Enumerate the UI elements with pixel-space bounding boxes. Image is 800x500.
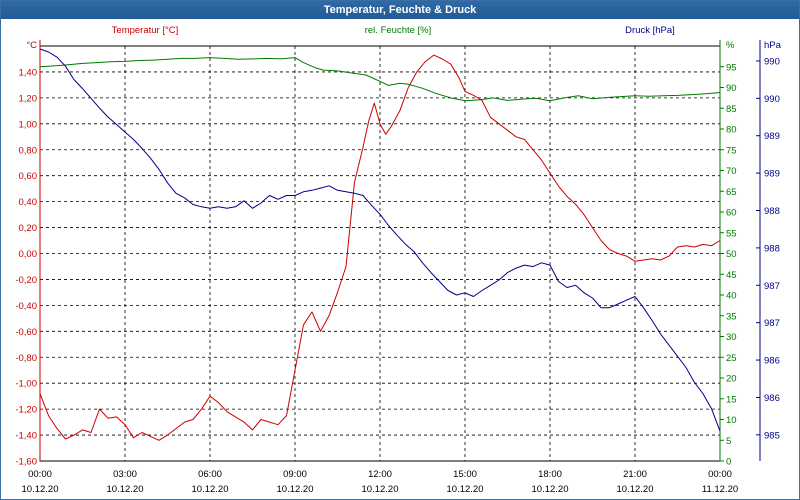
- pressure-tick-label: 988: [764, 206, 780, 217]
- humidity-tick-label: 15: [726, 394, 737, 405]
- pressure-series-line: [39, 48, 721, 432]
- pressure-tick-label: 985: [764, 430, 780, 441]
- x-tick-date: 10.12.20: [192, 484, 229, 495]
- temp-tick-label: 1,00: [19, 119, 38, 130]
- x-tick-time: 09:00: [283, 469, 307, 480]
- pressure-unit-label: hPa: [764, 40, 782, 51]
- pressure-tick-label: 989: [764, 131, 780, 142]
- x-tick-time: 18:00: [538, 469, 562, 480]
- x-tick-date: 10.12.20: [22, 484, 59, 495]
- temp-tick-label: -1,20: [15, 405, 37, 416]
- temp-tick-label: -0,80: [15, 353, 37, 364]
- x-tick-time: 03:00: [113, 469, 137, 480]
- temp-tick-label: 0,60: [19, 171, 38, 182]
- humidity-tick-label: 65: [726, 187, 737, 198]
- humidity-tick-label: 0: [726, 457, 731, 468]
- temp-unit-label: °C: [26, 40, 37, 51]
- temp-tick-label: 0,00: [19, 249, 38, 260]
- humidity-axis-title: rel. Feuchte [%]: [365, 25, 432, 36]
- pressure-axis-title: Druck [hPa]: [625, 25, 675, 36]
- chart-title: Temperatur, Feuchte & Druck: [1, 1, 799, 19]
- temp-tick-label: 0,20: [19, 223, 38, 234]
- temp-tick-label: -0,60: [15, 327, 37, 338]
- humidity-tick-label: 50: [726, 249, 737, 260]
- temp-axis-title: Temperatur [°C]: [112, 25, 179, 36]
- humidity-series-line: [39, 57, 721, 102]
- x-tick-time: 15:00: [453, 469, 477, 480]
- humidity-tick-label: 10: [726, 415, 737, 426]
- x-tick-date: 10.12.20: [277, 484, 314, 495]
- pressure-tick-label: 990: [764, 94, 780, 105]
- pressure-tick-label: 986: [764, 356, 780, 367]
- humidity-tick-label: 40: [726, 291, 737, 302]
- x-tick-time: 12:00: [368, 469, 392, 480]
- temp-tick-label: 1,40: [19, 67, 38, 78]
- pressure-tick-label: 987: [764, 318, 780, 329]
- temp-tick-label: -0,40: [15, 301, 37, 312]
- temp-tick-label: -1,40: [15, 431, 37, 442]
- temperature-series-line: [39, 54, 721, 441]
- x-tick-time: 00:00: [28, 469, 52, 480]
- humidity-tick-label: 30: [726, 332, 737, 343]
- pressure-tick-label: 986: [764, 393, 780, 404]
- humidity-tick-label: 35: [726, 311, 737, 322]
- x-tick-time: 21:00: [623, 469, 647, 480]
- x-tick-date: 10.12.20: [532, 484, 569, 495]
- humidity-tick-label: 25: [726, 353, 737, 364]
- x-tick-time: 00:00: [708, 469, 732, 480]
- temp-tick-label: 0,80: [19, 145, 38, 156]
- humidity-tick-label: 55: [726, 228, 737, 239]
- x-tick-date: 10.12.20: [447, 484, 484, 495]
- humidity-tick-label: 20: [726, 374, 737, 385]
- temp-tick-label: -1,00: [15, 379, 37, 390]
- x-tick-date: 10.12.20: [107, 484, 144, 495]
- pressure-tick-label: 989: [764, 169, 780, 180]
- humidity-tick-label: 95: [726, 62, 737, 73]
- temp-tick-label: 1,20: [19, 93, 38, 104]
- humidity-tick-label: 90: [726, 83, 737, 94]
- humidity-tick-label: 85: [726, 104, 737, 115]
- x-tick-time: 06:00: [198, 469, 222, 480]
- humidity-tick-label: 60: [726, 208, 737, 219]
- humidity-tick-label: 45: [726, 270, 737, 281]
- x-tick-date: 10.12.20: [617, 484, 654, 495]
- pressure-tick-label: 988: [764, 243, 780, 254]
- temp-tick-label: -0,20: [15, 275, 37, 286]
- x-tick-date: 11.12.20: [702, 484, 738, 495]
- humidity-tick-label: 75: [726, 145, 737, 156]
- humidity-tick-label: 70: [726, 166, 737, 177]
- humidity-tick-label: 5: [726, 436, 731, 447]
- pressure-tick-label: 990: [764, 56, 780, 67]
- temp-tick-label: 0,40: [19, 197, 38, 208]
- x-tick-date: 10.12.20: [362, 484, 399, 495]
- humidity-tick-label: 80: [726, 125, 737, 136]
- temp-tick-label: -1,60: [15, 457, 37, 468]
- humidity-unit-label: %: [726, 40, 735, 51]
- pressure-tick-label: 987: [764, 281, 780, 292]
